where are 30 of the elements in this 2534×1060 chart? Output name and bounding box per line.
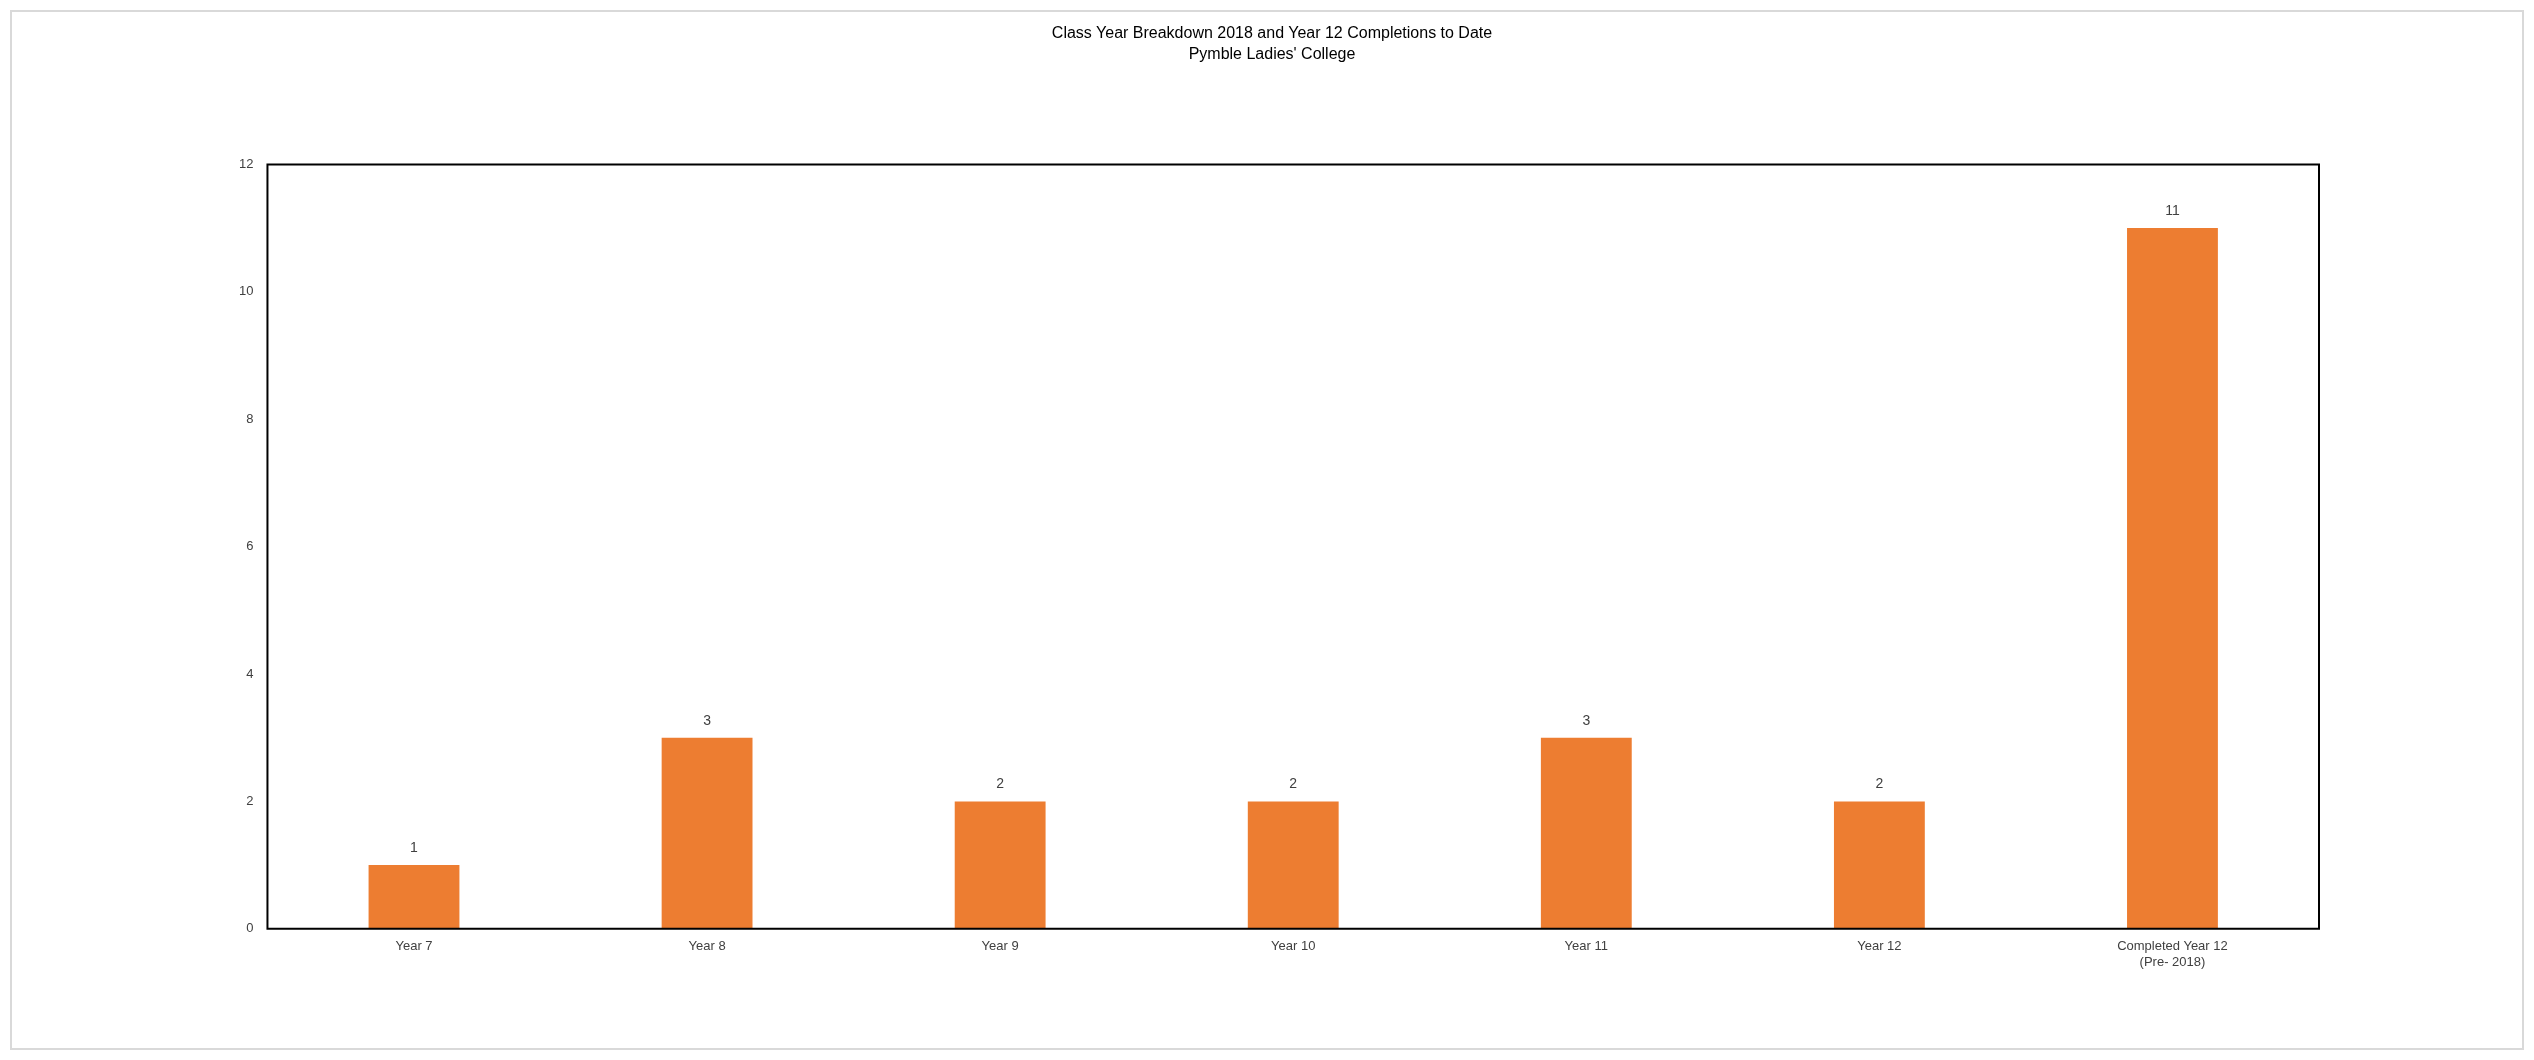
y-tick-label: 4 [246, 665, 254, 681]
bar [1833, 801, 1925, 929]
y-tick-label: 6 [246, 538, 254, 554]
y-tick-label: 8 [246, 410, 254, 426]
x-tick-label: Year 8 [688, 938, 726, 954]
data-label: 2 [996, 775, 1005, 792]
data-label: 2 [1289, 775, 1298, 792]
data-label: 3 [1582, 711, 1591, 728]
y-tick-label: 12 [238, 155, 254, 171]
bar [954, 801, 1046, 929]
chart-title: Class Year Breakdown 2018 and Year 12 Completions to Date [1051, 24, 1493, 42]
x-tick-label: Year 7 [395, 938, 433, 954]
bar [661, 737, 753, 929]
data-label: 11 [2165, 201, 2180, 218]
bar [368, 865, 460, 929]
y-tick-label: 10 [238, 283, 254, 299]
data-label: 2 [1875, 775, 1884, 792]
y-tick-label: 0 [246, 920, 254, 936]
bar [1540, 737, 1632, 929]
y-tick-label: 2 [246, 792, 254, 808]
data-label: 3 [703, 711, 712, 728]
chart-subtitle: Pymble Ladies' College [1188, 45, 1356, 63]
bar [1247, 801, 1339, 929]
x-tick-label: Year 9 [981, 938, 1019, 954]
x-tick-label: Year 12 [1857, 938, 1902, 954]
x-tick-label: Year 10 [1271, 938, 1316, 954]
bar [2127, 228, 2218, 929]
x-tick-label: Year 11 [1564, 938, 1608, 954]
x-tick-label: Completed Year 12 (Pre- 2018) [2117, 938, 2228, 969]
data-label: 1 [410, 838, 419, 855]
